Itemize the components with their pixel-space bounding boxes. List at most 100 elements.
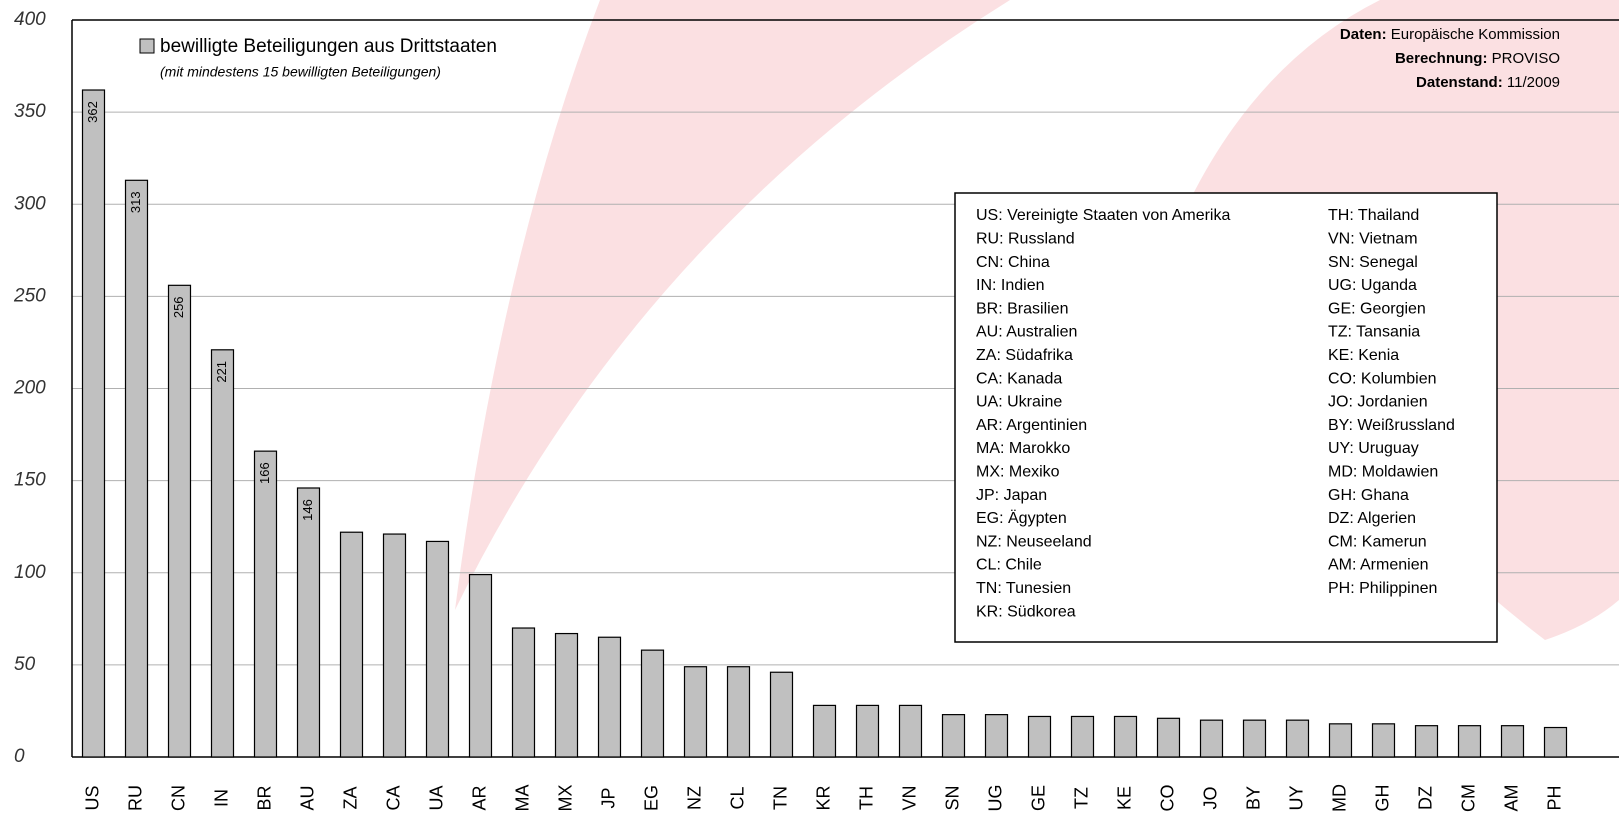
x-tick-label: UY bbox=[1286, 785, 1306, 810]
x-tick-label: VN bbox=[899, 785, 919, 810]
x-tick-label: ZA bbox=[340, 786, 360, 809]
bar bbox=[1502, 726, 1524, 757]
x-tick-label: RU bbox=[125, 785, 145, 811]
key-entry: UY: Uruguay bbox=[1328, 440, 1419, 457]
x-tick-label: MX bbox=[555, 785, 575, 812]
x-tick-label: GE bbox=[1028, 785, 1048, 811]
key-entry: IN: Indien bbox=[976, 277, 1044, 294]
x-tick-label: SN bbox=[942, 785, 962, 810]
x-tick-label: UA bbox=[426, 785, 446, 810]
key-entry: CL: Chile bbox=[976, 557, 1042, 574]
value-label: 146 bbox=[300, 499, 315, 521]
key-entry: GH: Ghana bbox=[1328, 487, 1409, 504]
bar bbox=[1072, 716, 1094, 757]
x-tick-label: CL bbox=[727, 786, 747, 809]
source-text: Europäische Kommission bbox=[1391, 26, 1560, 43]
bar bbox=[1330, 724, 1352, 757]
x-tick-label: TZ bbox=[1071, 787, 1091, 809]
bar bbox=[1373, 724, 1395, 757]
y-tick-label: 200 bbox=[13, 378, 46, 399]
source-label: Daten: bbox=[1340, 26, 1387, 43]
bar bbox=[341, 532, 363, 757]
source-text: 11/2009 bbox=[1507, 74, 1560, 91]
key-entry: TZ: Tansania bbox=[1328, 324, 1420, 341]
y-tick-label: 300 bbox=[14, 193, 46, 214]
x-tick-label: CA bbox=[383, 785, 403, 810]
y-tick-label: 350 bbox=[14, 101, 46, 122]
key-entry: AM: Armenien bbox=[1328, 557, 1428, 574]
y-tick-label: 250 bbox=[13, 285, 46, 306]
key-entry: GE: Georgien bbox=[1328, 300, 1426, 317]
x-tick-label: MD bbox=[1329, 784, 1349, 812]
legend-swatch bbox=[140, 39, 154, 53]
bar bbox=[599, 637, 621, 757]
legend-label: bewilligte Beteiligungen aus Drittstaate… bbox=[160, 36, 497, 57]
bar bbox=[513, 628, 535, 757]
key-entry: BY: Weißrussland bbox=[1328, 417, 1455, 434]
x-tick-label: NZ bbox=[684, 786, 704, 810]
bar bbox=[1115, 716, 1137, 757]
bar bbox=[427, 541, 449, 757]
x-tick-label: BY bbox=[1243, 786, 1263, 810]
bar bbox=[642, 650, 664, 757]
bar bbox=[83, 90, 105, 757]
bar bbox=[470, 575, 492, 757]
bar bbox=[900, 705, 922, 757]
key-entry: TH: Thailand bbox=[1328, 207, 1419, 224]
bar bbox=[986, 715, 1008, 757]
y-tick-label: 400 bbox=[14, 9, 46, 30]
bar bbox=[1545, 728, 1567, 757]
bar bbox=[255, 451, 277, 757]
background-swoosh bbox=[455, 0, 1010, 610]
key-entry: AR: Argentinien bbox=[976, 417, 1087, 434]
bar bbox=[728, 667, 750, 757]
key-entry: TN: Tunesien bbox=[976, 580, 1071, 597]
x-tick-label: DZ bbox=[1415, 786, 1435, 810]
source-line: Daten: Europäische Kommission bbox=[1340, 26, 1560, 43]
value-label: 313 bbox=[128, 191, 143, 213]
key-entry: US: Vereinigte Staaten von Amerika bbox=[976, 207, 1230, 224]
page: 050100150200250300350400US362RU313CN256I… bbox=[0, 0, 1619, 837]
x-tick-label: UG bbox=[985, 785, 1005, 812]
y-tick-label: 100 bbox=[14, 562, 46, 583]
x-tick-label: CO bbox=[1157, 785, 1177, 812]
key-entry: PH: Philippinen bbox=[1328, 580, 1437, 597]
key-entry: BR: Brasilien bbox=[976, 300, 1068, 317]
key-entry: VN: Vietnam bbox=[1328, 231, 1418, 248]
bar bbox=[857, 705, 879, 757]
value-label: 362 bbox=[85, 101, 100, 123]
key-entry: KR: Südkorea bbox=[976, 603, 1076, 620]
x-tick-label: EG bbox=[641, 785, 661, 811]
x-tick-label: CN bbox=[168, 785, 188, 811]
key-entry: MX: Mexiko bbox=[976, 464, 1060, 481]
source-text: PROVISO bbox=[1492, 50, 1560, 67]
x-tick-label: KE bbox=[1114, 786, 1134, 810]
bar bbox=[1459, 726, 1481, 757]
source-line: Datenstand: 11/2009 bbox=[1416, 74, 1560, 91]
source-label: Datenstand: bbox=[1416, 74, 1503, 91]
x-tick-label: MA bbox=[512, 785, 532, 812]
x-tick-label: TN bbox=[770, 786, 790, 810]
bar bbox=[814, 705, 836, 757]
key-entry: SN: Senegal bbox=[1328, 254, 1418, 271]
x-tick-label: JP bbox=[598, 787, 618, 808]
x-tick-label: AR bbox=[469, 785, 489, 810]
bar bbox=[1029, 716, 1051, 757]
x-tick-label: JO bbox=[1200, 786, 1220, 809]
chart: 050100150200250300350400US362RU313CN256I… bbox=[0, 0, 1619, 837]
bar bbox=[212, 350, 234, 757]
x-tick-label: US bbox=[82, 785, 102, 810]
key-entry: JP: Japan bbox=[976, 487, 1047, 504]
y-tick-label: 150 bbox=[14, 470, 46, 491]
value-label: 221 bbox=[214, 361, 229, 383]
key-entry: DZ: Algerien bbox=[1328, 510, 1416, 527]
source-label: Berechnung: bbox=[1395, 50, 1488, 67]
key-entry: MA: Marokko bbox=[976, 440, 1070, 457]
note: (mit mindestens 15 bewilligten Beteiligu… bbox=[160, 64, 441, 80]
key-entry: RU: Russland bbox=[976, 231, 1075, 248]
x-tick-label: AM bbox=[1501, 785, 1521, 812]
bar bbox=[685, 667, 707, 757]
key-entry: CM: Kamerun bbox=[1328, 533, 1427, 550]
x-tick-label: IN bbox=[211, 789, 231, 807]
key-entry: UG: Uganda bbox=[1328, 277, 1417, 294]
